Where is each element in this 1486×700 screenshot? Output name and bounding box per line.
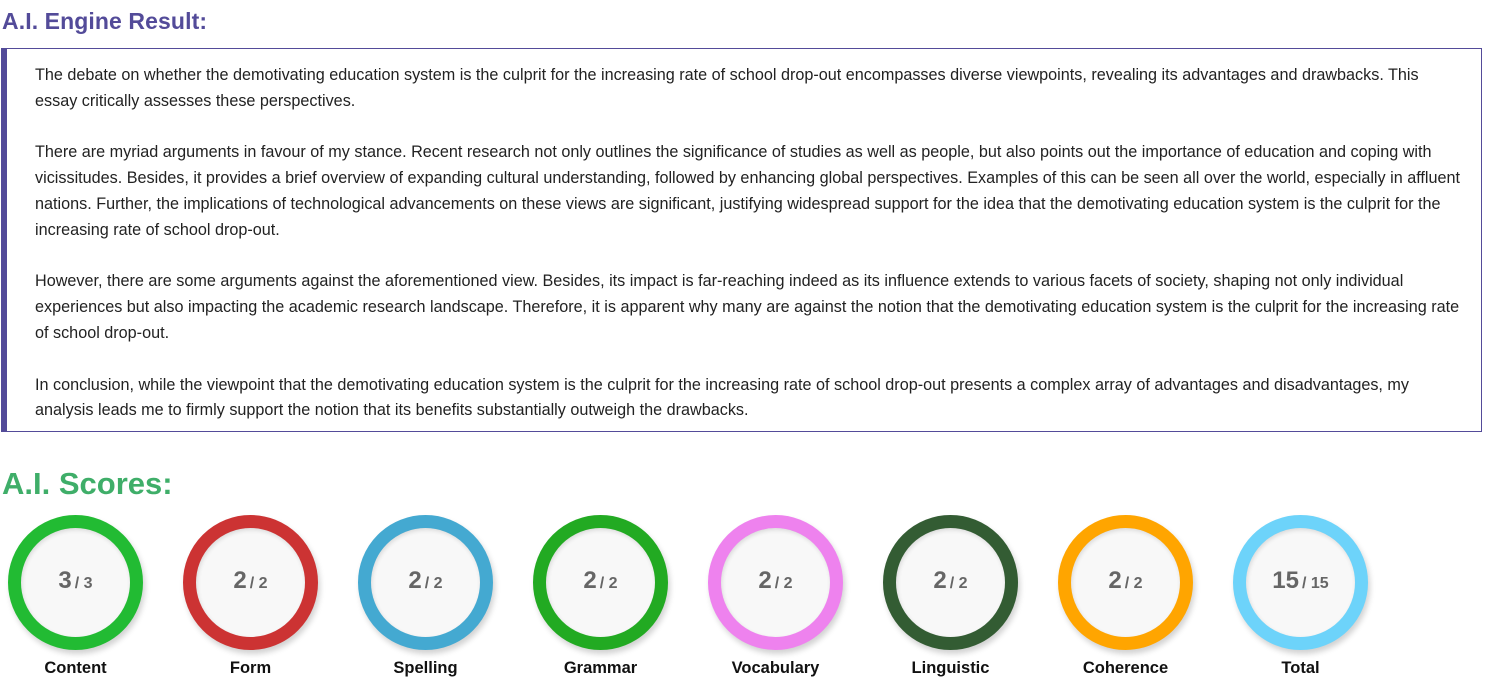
score-form: 2/ 2 Form [175, 514, 350, 694]
score-max: / 3 [74, 575, 93, 592]
score-label: Vocabulary [731, 659, 820, 677]
score-max: / 2 [949, 575, 968, 592]
score-value: 2/ 2 [896, 567, 1005, 595]
score-ring: 2/ 2 [358, 515, 493, 650]
score-spelling: 2/ 2 Spelling [350, 514, 525, 694]
score-max: / 2 [1124, 575, 1143, 592]
score-content: 3/ 3 Content [0, 514, 175, 694]
score-value: 2/ 2 [1071, 567, 1180, 595]
engine-result-heading: A.I. Engine Result: [2, 8, 208, 34]
score-max: / 15 [1302, 575, 1329, 592]
score-ring: 2/ 2 [533, 515, 668, 650]
score-value: 2/ 2 [721, 567, 830, 595]
score-ring: 3/ 3 [8, 515, 143, 650]
scores-heading: A.I. Scores: [2, 466, 173, 501]
score-label: Spelling [393, 659, 458, 677]
score-number: 2 [233, 567, 247, 594]
score-value: 2/ 2 [371, 567, 480, 595]
score-label: Coherence [1082, 659, 1169, 677]
score-value: 2/ 2 [546, 567, 655, 595]
score-number: 2 [758, 567, 772, 594]
score-total: 15/ 15 Total [1225, 514, 1400, 694]
score-number: 2 [933, 567, 947, 594]
score-number: 3 [58, 567, 72, 594]
score-label: Grammar [563, 659, 638, 677]
score-ring: 2/ 2 [183, 515, 318, 650]
score-linguistic: 2/ 2 Linguistic [875, 514, 1050, 694]
score-ring: 2/ 2 [883, 515, 1018, 650]
essay-paragraph: However, there are some arguments agains… [35, 272, 1460, 342]
score-ring: 2/ 2 [1058, 515, 1193, 650]
score-number: 2 [583, 567, 597, 594]
score-number: 2 [1108, 567, 1122, 594]
score-number: 2 [408, 567, 422, 594]
essay-text: The debate on whether the demotivating e… [35, 63, 1465, 424]
score-max: / 2 [774, 575, 793, 592]
score-coherence: 2/ 2 Coherence [1050, 514, 1225, 694]
essay-paragraph: The debate on whether the demotivating e… [35, 66, 1419, 110]
score-number: 15 [1272, 567, 1299, 594]
score-label: Content [44, 659, 107, 677]
score-max: / 2 [424, 575, 443, 592]
score-label: Form [229, 659, 272, 677]
score-vocabulary: 2/ 2 Vocabulary [700, 514, 875, 694]
essay-paragraph: There are myriad arguments in favour of … [35, 143, 1461, 239]
engine-result-box: The debate on whether the demotivating e… [1, 48, 1482, 432]
score-label: Total [1281, 659, 1320, 677]
score-grammar: 2/ 2 Grammar [525, 514, 700, 694]
scores-row: 3/ 3 Content 2/ 2 Form 2/ 2 Spelling [0, 514, 1486, 700]
score-label: Linguistic [911, 659, 990, 677]
score-value: 15/ 15 [1246, 567, 1355, 595]
score-value: 2/ 2 [196, 567, 305, 595]
score-value: 3/ 3 [21, 567, 130, 595]
score-ring: 2/ 2 [708, 515, 843, 650]
score-max: / 2 [249, 575, 268, 592]
essay-paragraph: In conclusion, while the viewpoint that … [35, 375, 1410, 420]
score-max: / 2 [599, 575, 618, 592]
score-ring: 15/ 15 [1233, 515, 1368, 650]
